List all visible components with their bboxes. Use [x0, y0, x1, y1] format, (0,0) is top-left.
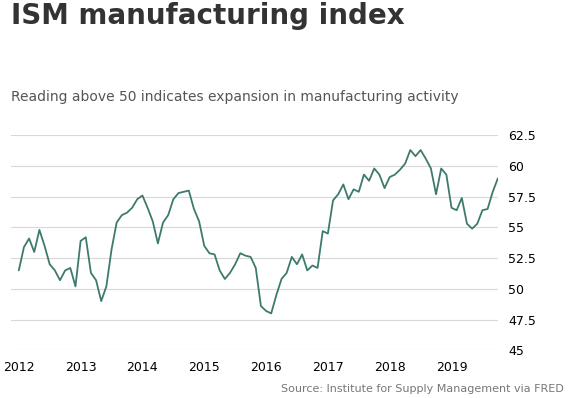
Text: ISM manufacturing index: ISM manufacturing index	[11, 2, 405, 30]
Text: Source: Institute for Supply Management via FRED: Source: Institute for Supply Management …	[281, 384, 563, 394]
Text: Reading above 50 indicates expansion in manufacturing activity: Reading above 50 indicates expansion in …	[11, 90, 459, 103]
